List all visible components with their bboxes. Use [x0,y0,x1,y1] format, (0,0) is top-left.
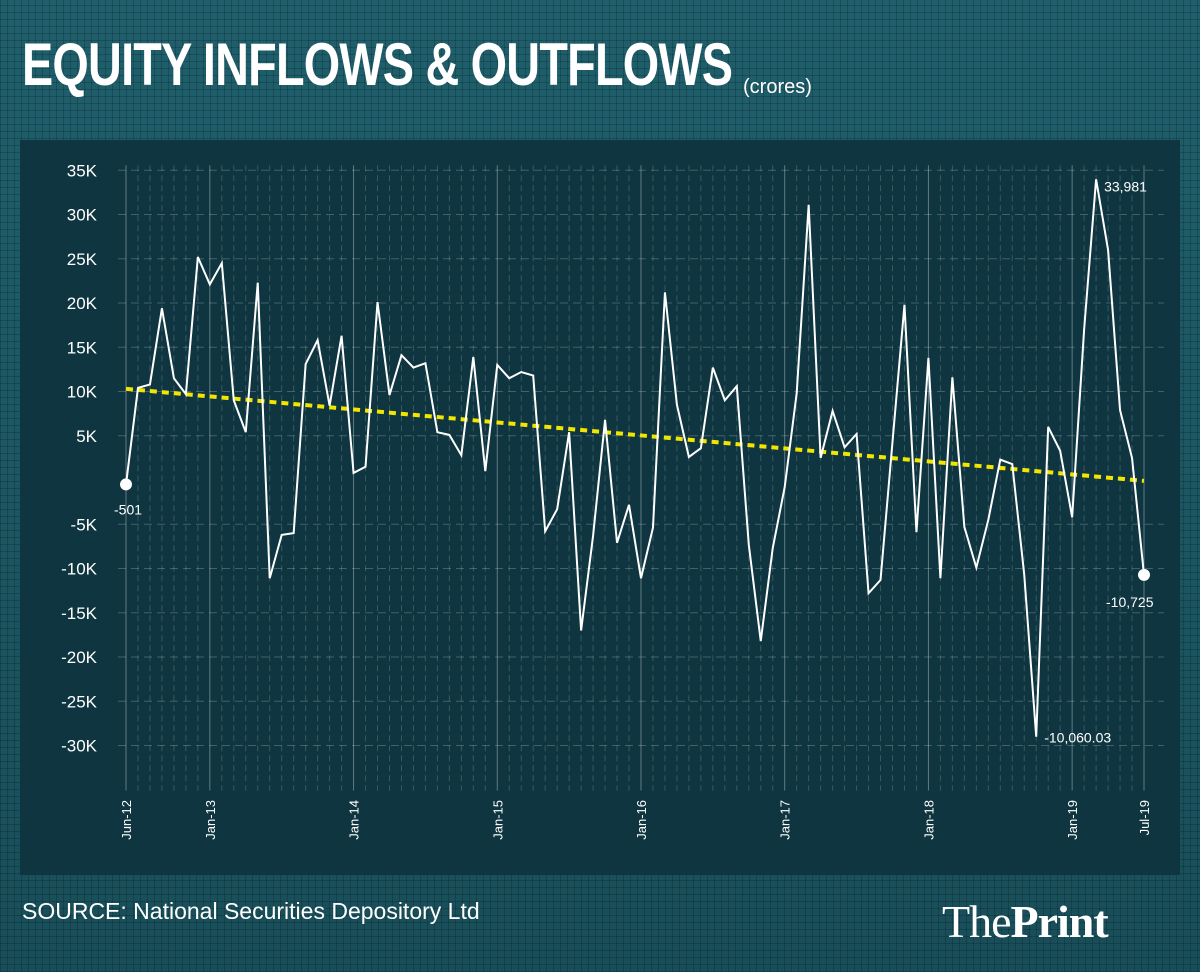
plot-panel [20,140,1180,875]
y-tick-label: 30K [67,206,98,225]
y-tick-label: -20K [61,648,98,667]
x-tick-label: Jan-19 [1065,800,1080,840]
unit-label: (crores) [743,76,812,98]
x-tick-label: Jan-13 [203,800,218,840]
annotation-label: 33,981 [1104,178,1147,194]
y-tick-label: -25K [61,692,98,711]
x-tick-label: Jan-16 [634,800,649,840]
chart-title: EQUITY INFLOWS & OUTFLOWS [22,31,733,98]
trend-line [125,386,1145,483]
series-line [125,179,1145,737]
y-tick-label: -15K [61,604,98,623]
y-tick-label: -10K [61,560,98,579]
y-tick-label: 35K [67,161,98,180]
y-tick-label: 15K [67,338,98,357]
x-tick-label: Jan-17 [778,800,793,840]
y-tick-label: 25K [67,250,98,269]
endpoint-marker [1138,568,1150,581]
endpoint-marker [120,478,132,491]
y-tick-label: 5K [76,427,97,446]
x-tick-label: Jan-14 [347,800,362,840]
annotation-label: -501 [114,501,142,517]
y-tick-label: 10K [67,383,98,402]
logo-the: The [942,896,1012,947]
theprint-logo: ThePrint [942,895,1109,948]
x-tick-label: Jan-15 [490,800,505,840]
x-tick-label: Jul-19 [1137,800,1152,835]
source-note: SOURCE: National Securities Depository L… [22,898,480,924]
y-tick-label: 20K [67,294,98,313]
x-tick-label: Jan-18 [921,800,936,840]
logo-print: Print [1010,896,1109,947]
y-tick-label: -30K [61,737,98,756]
annotation-label: -10,060.03 [1044,730,1111,746]
y-tick-label: -5K [71,515,98,534]
annotation-label: -10,725 [1106,594,1154,610]
x-tick-label: Jun-12 [119,800,134,840]
